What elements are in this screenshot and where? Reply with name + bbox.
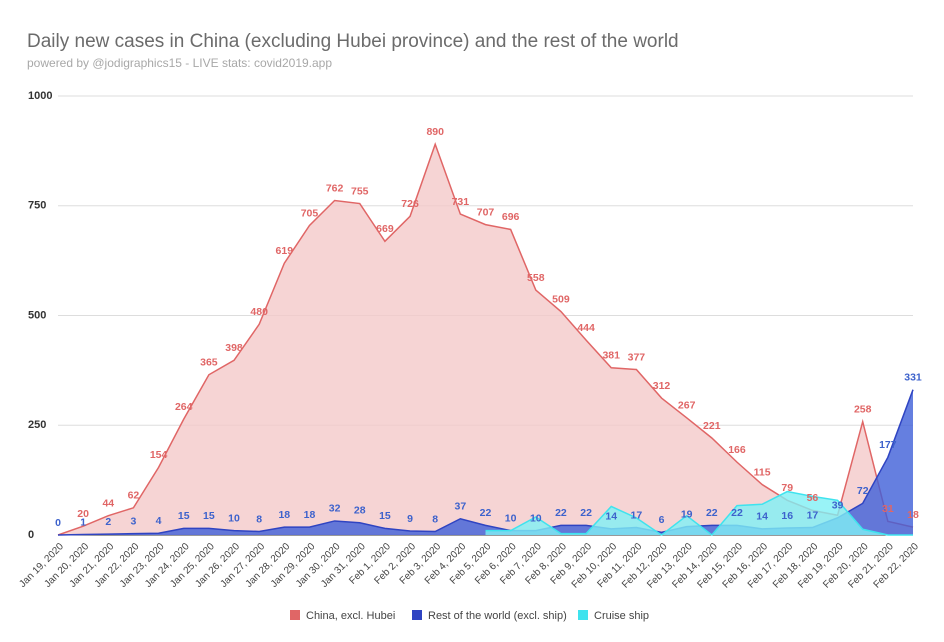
value-label: 20 xyxy=(77,508,89,520)
value-label: 15 xyxy=(203,510,215,522)
value-label: 731 xyxy=(452,196,470,208)
chart-title: Daily new cases in China (excluding Hube… xyxy=(27,31,679,52)
legend-label: Cruise ship xyxy=(594,610,649,622)
chart-subtitle: powered by @jodigraphics15 - LIVE stats:… xyxy=(27,56,332,70)
value-label: 22 xyxy=(706,507,718,519)
value-label: 18 xyxy=(907,509,919,521)
value-label: 480 xyxy=(250,306,268,318)
value-label: 696 xyxy=(502,211,520,223)
y-tick-label: 750 xyxy=(28,200,46,212)
value-label: 10 xyxy=(228,512,240,524)
legend-swatch xyxy=(290,610,300,620)
value-label: 4 xyxy=(156,515,162,527)
value-label: 9 xyxy=(407,513,413,525)
value-label: 28 xyxy=(354,504,366,516)
value-label: 3 xyxy=(131,515,137,527)
value-label: 2 xyxy=(105,516,111,528)
y-tick-label: 500 xyxy=(28,309,46,321)
value-label: 381 xyxy=(602,350,620,362)
value-label: 15 xyxy=(178,510,190,522)
legend-label: Rest of the world (excl. ship) xyxy=(428,610,567,622)
value-label: 18 xyxy=(304,509,316,521)
value-label: 22 xyxy=(480,507,492,519)
value-label: 166 xyxy=(728,444,746,456)
area-fill xyxy=(58,144,913,536)
value-label: 6 xyxy=(659,514,665,526)
value-label: 312 xyxy=(653,380,671,392)
value-label: 890 xyxy=(426,126,444,138)
value-label: 44 xyxy=(102,497,114,509)
value-label: 509 xyxy=(552,293,570,305)
value-label: 31 xyxy=(882,503,894,515)
value-label: 619 xyxy=(276,245,294,257)
value-label: 267 xyxy=(678,400,696,412)
value-label: 8 xyxy=(432,513,438,525)
area-fill xyxy=(485,491,913,535)
value-label: 221 xyxy=(703,420,721,432)
value-label: 762 xyxy=(326,182,344,194)
value-label: 39 xyxy=(832,500,844,512)
value-label: 10 xyxy=(530,512,542,524)
value-label: 177 xyxy=(879,439,897,451)
value-label: 8 xyxy=(256,513,262,525)
value-label: 264 xyxy=(175,401,193,413)
value-label: 726 xyxy=(401,198,419,210)
value-label: 22 xyxy=(580,507,592,519)
value-label: 1 xyxy=(80,516,86,528)
value-label: 705 xyxy=(301,207,319,219)
area-line xyxy=(485,490,913,537)
value-label: 377 xyxy=(628,351,646,363)
value-label: 14 xyxy=(605,511,617,523)
value-label: 79 xyxy=(781,482,793,494)
value-label: 37 xyxy=(455,501,467,513)
value-label: 669 xyxy=(376,223,394,235)
value-label: 154 xyxy=(150,449,168,461)
value-label: 115 xyxy=(754,466,771,478)
value-label: 22 xyxy=(731,507,743,519)
value-label: 10 xyxy=(505,512,517,524)
value-label: 22 xyxy=(555,507,567,519)
value-label: 707 xyxy=(477,206,495,218)
value-label: 444 xyxy=(577,322,595,334)
value-label: 365 xyxy=(200,357,218,369)
legend-swatch xyxy=(412,610,422,620)
area-line xyxy=(57,142,914,536)
value-label: 398 xyxy=(225,342,243,354)
value-label: 14 xyxy=(756,511,768,523)
value-label: 258 xyxy=(854,404,872,416)
value-label: 0 xyxy=(55,517,61,529)
value-label: 32 xyxy=(329,503,341,515)
value-label: 15 xyxy=(379,510,391,522)
value-label: 16 xyxy=(781,510,793,522)
value-label: 331 xyxy=(904,371,922,383)
value-label: 18 xyxy=(278,509,290,521)
value-label: 72 xyxy=(857,485,869,497)
value-label: 17 xyxy=(631,509,643,521)
y-tick-label: 0 xyxy=(28,529,34,541)
y-tick-label: 250 xyxy=(28,419,46,431)
y-tick-label: 1000 xyxy=(28,90,52,102)
value-label: 755 xyxy=(351,185,369,197)
value-label: 19 xyxy=(681,508,693,520)
value-label: 56 xyxy=(807,492,819,504)
value-label: 62 xyxy=(128,490,140,502)
legend-label: China, excl. Hubei xyxy=(306,610,395,622)
value-label: 17 xyxy=(807,509,819,521)
value-label: 558 xyxy=(527,272,545,284)
legend-swatch xyxy=(578,610,588,620)
